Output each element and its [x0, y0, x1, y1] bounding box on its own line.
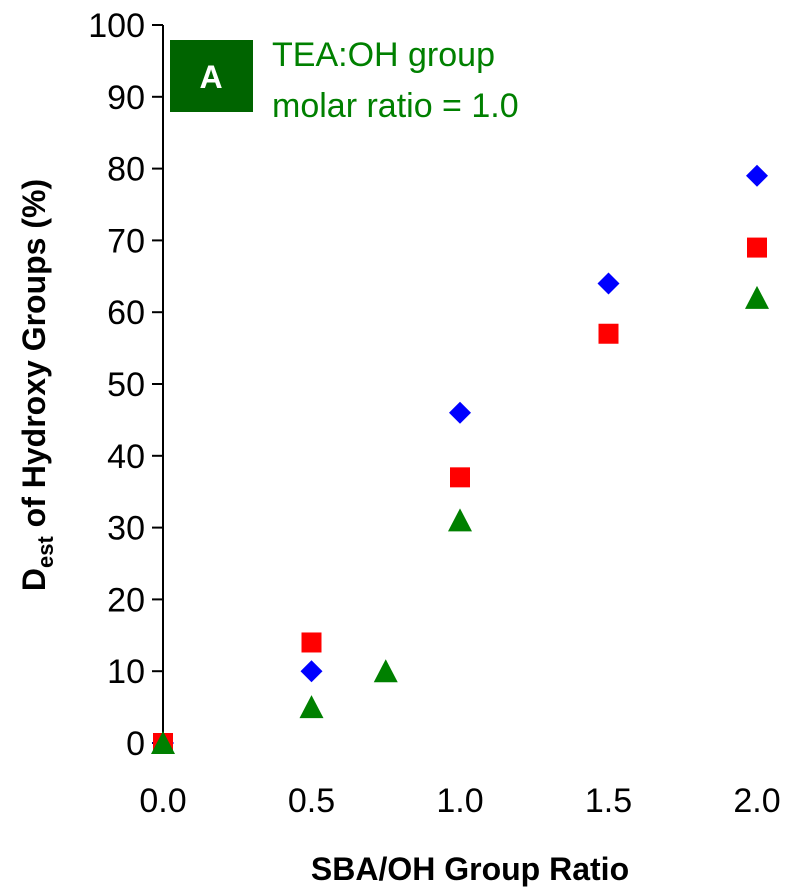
- y-tick-label: 60: [107, 294, 145, 332]
- data-point-diamond: [746, 164, 768, 187]
- data-point-square: [301, 632, 322, 653]
- series-square: [153, 237, 767, 753]
- data-point-triangle: [299, 695, 324, 719]
- y-ticks: 0 10 20 30 40 50 60 70 80 90 100: [88, 7, 163, 763]
- data-point-triangle: [745, 285, 769, 309]
- y-tick-label: 80: [107, 151, 145, 189]
- data-point-square: [450, 467, 470, 488]
- y-tick-label: 40: [107, 438, 145, 476]
- data-point-square: [598, 323, 619, 344]
- annotation-line-1: TEA:OH group: [272, 36, 495, 74]
- data-point-square: [747, 237, 767, 258]
- y-tick-label: 50: [107, 366, 145, 404]
- y-axis-title-main: D: [16, 568, 52, 591]
- y-tick-label: 20: [107, 581, 145, 619]
- y-tick-label: 100: [88, 7, 145, 45]
- y-axis-title-subscript: est: [33, 536, 58, 568]
- data-point-triangle: [448, 508, 472, 532]
- x-tick-label: 1.5: [585, 782, 632, 820]
- y-tick-label: 30: [107, 510, 145, 548]
- x-ticks: 0.0 0.5 1.0 1.5 2.0: [139, 782, 780, 820]
- data-point-triangle: [151, 731, 175, 754]
- y-axis-title: Dest of Hydroxy Groups (%): [16, 179, 58, 591]
- series-triangle: [151, 285, 769, 754]
- series-diamond: [152, 164, 768, 754]
- axes: 0 10 20 30 40 50 60 70 80 90 100 0.0 0.5 1.0 1.5 2.0: [88, 7, 780, 820]
- y-tick-label: 0: [126, 725, 145, 763]
- x-tick-label: 2.0: [733, 782, 780, 820]
- y-tick-label: 90: [107, 79, 145, 117]
- x-tick-label: 0.0: [139, 782, 186, 820]
- panel-label-letter: A: [199, 59, 222, 95]
- y-axis-title-rest: of Hydroxy Groups (%): [16, 179, 52, 536]
- x-axis-title: SBA/OH Group Ratio: [311, 851, 629, 887]
- data-point-diamond: [597, 272, 620, 295]
- data-point-diamond: [449, 401, 471, 424]
- data-points: [151, 164, 769, 754]
- y-tick-label: 70: [107, 222, 145, 260]
- x-tick-label: 1.0: [436, 782, 483, 820]
- panel-label-box: [170, 40, 253, 112]
- x-tick-label: 0.5: [288, 782, 335, 820]
- data-point-triangle: [373, 659, 398, 683]
- annotation-line-2: molar ratio = 1.0: [272, 87, 519, 125]
- y-tick-label: 10: [107, 653, 145, 691]
- data-point-diamond: [300, 660, 323, 683]
- panel-label: A: [170, 40, 253, 112]
